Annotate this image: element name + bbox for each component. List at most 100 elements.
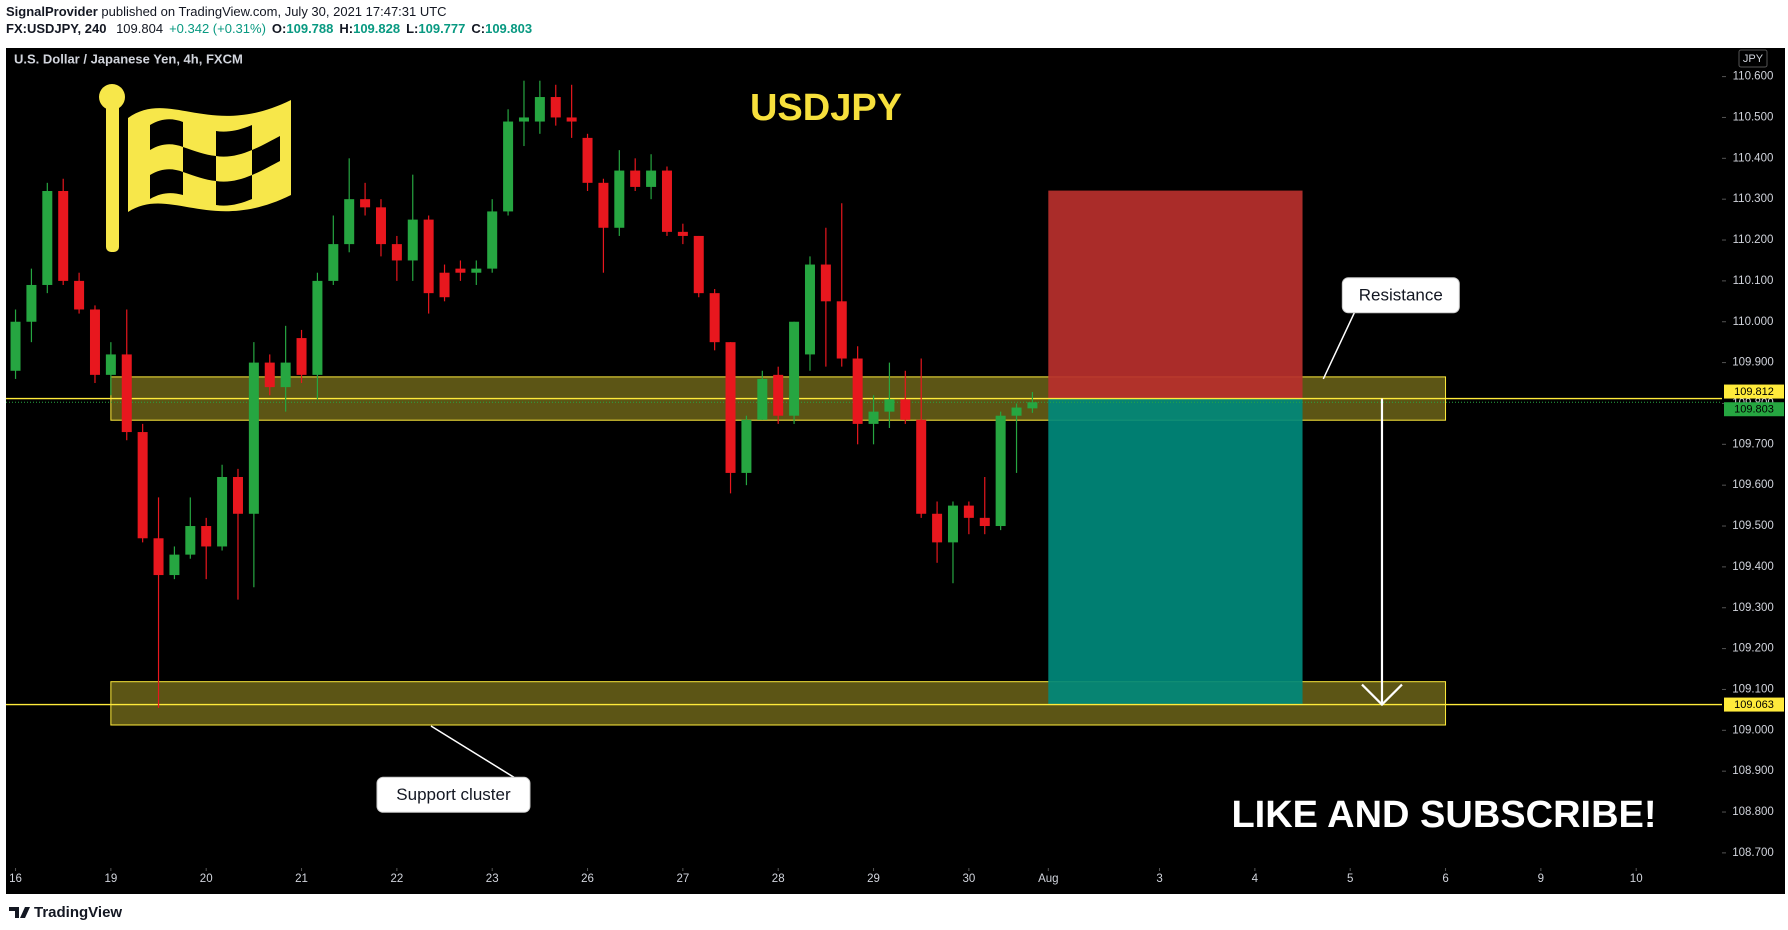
symbol: FX:USDJPY, 240 [6,21,106,36]
y-tick-label: 109.900 [1732,357,1774,369]
callout-box [376,776,531,813]
publish-line: SignalProvider published on TradingView.… [6,4,447,19]
candle-body [582,137,593,183]
y-tick-label: 110.100 [1733,275,1774,287]
candle-body [74,280,85,310]
y-tick-label: 110.600 [1733,71,1774,83]
candle-body [296,338,307,375]
ohlc-value: 109.788 [286,21,333,36]
candle-body [916,419,927,514]
candle-body [804,264,815,355]
y-tick-label: 110.400 [1733,152,1774,164]
level-tag: 109.063 [1734,699,1774,711]
x-tick-label: 6 [1442,873,1448,885]
ohlc-label: L: [406,21,418,36]
candle-body [391,244,402,261]
candle-body [963,505,974,518]
y-tick-label: 109.000 [1732,724,1774,736]
candle-body [232,476,243,514]
change: +0.342 (+0.31%) [169,21,266,36]
x-tick-label: 21 [295,873,308,885]
callout-pointer [1322,312,1355,380]
y-tick-label: 108.900 [1732,765,1774,777]
candle-body [661,170,672,232]
ohlc-value: 109.777 [418,21,465,36]
x-tick-label: 23 [486,873,499,885]
x-tick-label: 5 [1347,873,1353,885]
footer-brand: TradingView [34,904,122,921]
candle-body [820,264,831,302]
ohlc-label: H: [339,21,353,36]
candle-body [709,293,720,343]
symbol-label: USDJPY [750,87,902,129]
x-tick-label: 27 [676,873,689,885]
candle-body [550,97,561,118]
x-tick-label: 19 [104,873,117,885]
chart-pane [6,48,1785,894]
candle-body [312,280,323,375]
candle-body [42,190,53,285]
level-tag-bg [1724,384,1784,399]
candle-body [137,432,148,539]
candle-body [471,268,482,273]
candle-body [773,374,784,416]
x-tick-label: 26 [581,873,594,885]
candle-body [375,207,386,245]
y-tick-label: 109.100 [1732,683,1774,695]
candle-body [328,244,339,281]
candle-body [900,399,911,420]
y-tick-label: 110.000 [1733,316,1774,328]
target-area [1048,398,1303,705]
stop-area [1048,190,1303,399]
candle-body [407,219,418,261]
candle-body [836,301,847,359]
quote-line: FX:USDJPY, 240 109.804 +0.342 (+0.31%) O:1… [6,21,532,36]
y-tick-label: 109.500 [1732,520,1774,532]
candle-body [169,554,180,576]
ohlc-value: 109.803 [485,21,532,36]
y-tick-label: 108.800 [1732,806,1774,818]
call-to-action: LIKE AND SUBSCRIBE! [1231,794,1656,836]
chart-layer: Resistance Support cluster USDJPY LIKE AND … [6,71,1784,885]
candle-body [693,235,704,294]
candle-body [614,170,625,228]
ohlc-value: 109.828 [353,21,400,36]
x-tick-label: 30 [962,873,975,885]
x-tick-label: Aug [1038,873,1058,885]
candle-body [105,354,116,375]
candle-body [264,362,275,388]
author: SignalProvider [6,4,98,19]
y-tick-label: 109.400 [1732,561,1774,573]
level-tag: 109.812 [1734,386,1774,398]
ohlc-label: O: [272,21,286,36]
candle-body [598,182,609,228]
arrow-head [1361,683,1403,707]
candle-body [280,362,291,388]
candle-body [725,342,736,473]
callout-pointer [430,725,515,778]
level-tag-bg [1724,697,1784,712]
x-tick-label: 16 [9,873,22,885]
candle-body [185,526,196,555]
published: published on TradingView.com, July 30, 2… [101,4,446,19]
candle-body [932,513,943,543]
candle-body [1011,407,1022,416]
currency: JPY [1743,53,1764,65]
candle-body [947,505,958,543]
candle-body [58,190,69,281]
currency-box [1738,49,1768,68]
candle-body [26,284,37,322]
last-price-tag-bg [1724,402,1784,417]
candle-body [503,121,514,212]
callout-text: Support cluster [396,785,511,804]
x-tick-label: 22 [390,873,403,885]
x-tick-label: 3 [1156,873,1162,885]
candle-body [741,419,752,473]
footer-logo [9,907,30,918]
x-tick-label: 29 [867,873,880,885]
candle-body [121,354,132,433]
flag-icon [99,84,291,252]
last-price: 109.804 [116,21,163,36]
candle-body [534,97,545,122]
callout-box [1341,277,1460,314]
